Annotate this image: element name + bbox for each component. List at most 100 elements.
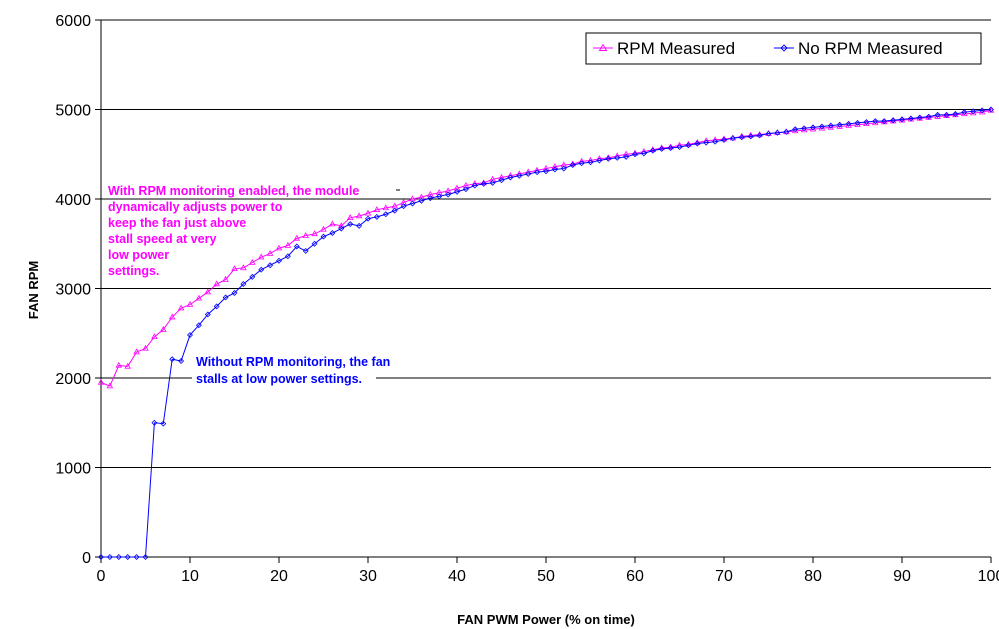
x-tick-labels: 0 10 20 30 40 50 60 70 80 90 100 <box>97 568 999 585</box>
data-point-no-rpm-measured <box>534 169 541 176</box>
x-tick-label: 100 <box>978 568 999 585</box>
data-point-no-rpm-measured <box>792 126 799 133</box>
x-tick-label: 30 <box>359 568 377 585</box>
data-point-no-rpm-measured <box>783 128 790 135</box>
data-point-no-rpm-measured <box>160 420 167 427</box>
y-tick-label: 1000 <box>55 461 91 478</box>
data-point-no-rpm-measured <box>498 177 505 184</box>
data-point-no-rpm-measured <box>471 182 478 189</box>
data-point-rpm-measured <box>320 225 327 232</box>
data-point-rpm-measured <box>275 244 283 251</box>
data-point-no-rpm-measured <box>365 215 371 222</box>
data-point-no-rpm-measured <box>329 230 336 236</box>
data-point-rpm-measured <box>364 209 372 216</box>
data-point-no-rpm-measured <box>436 193 443 200</box>
data-point-no-rpm-measured <box>373 213 380 220</box>
legend-label-no-rpm-measured: No RPM Measured <box>798 39 943 58</box>
data-point-rpm-measured <box>462 181 470 188</box>
data-point-no-rpm-measured <box>284 253 291 260</box>
data-point-no-rpm-measured <box>560 165 567 172</box>
y-tick-labels: 0 1000 2000 3000 4000 5000 6000 <box>55 13 91 567</box>
data-point-rpm-measured <box>400 198 407 205</box>
legend: RPM Measured No RPM Measured <box>585 32 982 65</box>
data-point-no-rpm-measured <box>516 172 523 179</box>
data-point-no-rpm-measured <box>124 554 131 560</box>
data-point-no-rpm-measured <box>409 200 416 207</box>
data-point-no-rpm-measured <box>854 119 861 126</box>
y-tick-label: 3000 <box>55 282 91 299</box>
data-point-no-rpm-measured <box>258 266 265 273</box>
data-point-no-rpm-measured <box>195 322 202 329</box>
annotation-no-rpm-measured: Without RPM monitoring, the fan stalls a… <box>192 353 394 389</box>
data-point-no-rpm-measured <box>106 554 113 560</box>
annotation-no-rpm-line-2: stalls at low power settings. <box>196 372 362 386</box>
annotation-rpm-measured: With RPM monitoring enabled, the module … <box>108 184 400 278</box>
data-point-no-rpm-measured <box>952 111 959 117</box>
data-point-no-rpm-measured <box>178 358 185 364</box>
data-point-rpm-measured <box>489 175 496 182</box>
data-point-no-rpm-measured <box>596 157 603 164</box>
data-point-no-rpm-measured <box>890 117 897 124</box>
data-point-no-rpm-measured <box>747 133 754 140</box>
data-point-no-rpm-measured <box>961 109 968 116</box>
data-point-no-rpm-measured <box>302 247 309 254</box>
x-tick-label: 90 <box>893 568 911 585</box>
annotation-no-rpm-line-1: Without RPM monitoring, the fan <box>196 355 390 369</box>
data-point-rpm-measured <box>160 326 167 332</box>
data-point-no-rpm-measured <box>587 159 594 166</box>
data-point-no-rpm-measured <box>916 114 923 121</box>
data-point-no-rpm-measured <box>115 554 122 560</box>
data-point-no-rpm-measured <box>836 121 843 128</box>
data-point-no-rpm-measured <box>231 290 238 296</box>
data-point-no-rpm-measured <box>213 303 220 310</box>
data-point-no-rpm-measured <box>400 203 407 210</box>
data-point-no-rpm-measured <box>98 554 104 560</box>
data-point-rpm-measured <box>151 333 158 340</box>
data-point-no-rpm-measured <box>187 332 193 339</box>
data-point-rpm-measured <box>453 184 461 191</box>
data-point-no-rpm-measured <box>703 139 710 146</box>
data-point-no-rpm-measured <box>623 153 630 160</box>
data-point-rpm-measured <box>418 193 425 200</box>
data-point-no-rpm-measured <box>454 188 460 195</box>
data-point-no-rpm-measured <box>418 197 425 204</box>
data-point-rpm-measured <box>551 163 559 169</box>
data-point-rpm-measured <box>542 164 550 171</box>
series-line-rpm-measured <box>100 109 992 387</box>
data-point-no-rpm-measured <box>347 221 354 228</box>
data-point-rpm-measured <box>195 294 203 301</box>
data-point-rpm-measured <box>133 348 140 355</box>
data-point-rpm-measured <box>427 190 434 197</box>
data-point-rpm-measured <box>168 313 176 320</box>
data-point-no-rpm-measured <box>320 233 327 240</box>
data-point-no-rpm-measured <box>204 311 211 318</box>
data-point-rpm-measured <box>329 220 336 227</box>
annotation-rpm-line-3: keep the fan just above <box>108 216 246 230</box>
data-point-no-rpm-measured <box>543 168 549 175</box>
y-axis-title: FAN RPM <box>26 261 41 320</box>
data-point-rpm-measured <box>204 288 212 295</box>
data-point-rpm-measured <box>311 230 318 237</box>
data-point-no-rpm-measured <box>427 195 434 202</box>
data-point-no-rpm-measured <box>872 118 879 125</box>
x-axis-title: FAN PWM Power (% on time) <box>457 612 635 627</box>
data-point-no-rpm-measured <box>338 225 345 232</box>
data-point-no-rpm-measured <box>578 160 585 167</box>
annotation-rpm-line-2: dynamically adjusts power to <box>108 200 283 214</box>
data-point-rpm-measured <box>213 280 220 287</box>
data-point-no-rpm-measured <box>462 186 469 193</box>
data-point-no-rpm-measured <box>658 145 665 152</box>
data-point-rpm-measured <box>106 382 114 389</box>
annotation-rpm-line-4: stall speed at very <box>108 232 216 246</box>
data-point-no-rpm-measured <box>276 257 282 264</box>
data-point-no-rpm-measured <box>801 125 808 132</box>
x-tick-label: 40 <box>448 568 466 585</box>
data-point-no-rpm-measured <box>311 240 318 247</box>
annotation-rpm-line-6: settings. <box>108 264 159 278</box>
series-layer <box>97 106 995 560</box>
data-point-rpm-measured <box>142 344 149 351</box>
data-point-no-rpm-measured <box>293 243 300 250</box>
data-point-no-rpm-measured <box>925 113 932 120</box>
data-point-no-rpm-measured <box>845 120 852 127</box>
data-point-no-rpm-measured <box>765 130 772 137</box>
